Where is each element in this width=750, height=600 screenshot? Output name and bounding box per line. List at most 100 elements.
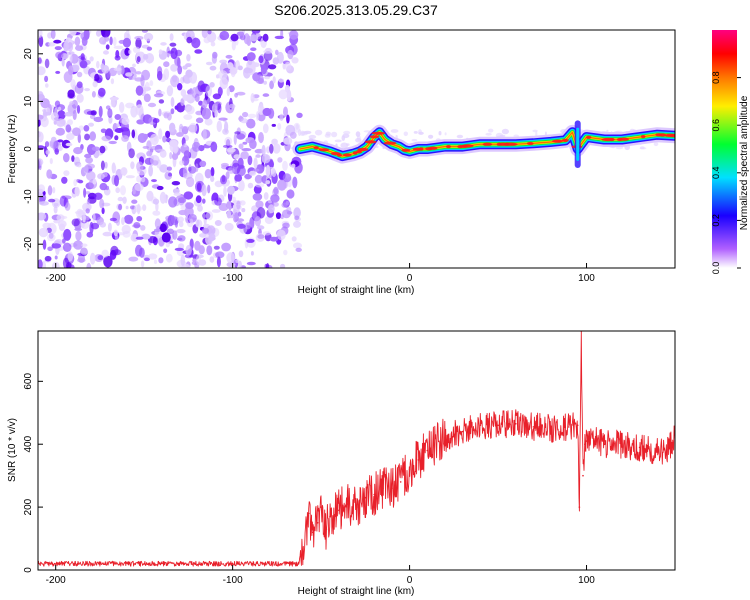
noise-blob	[148, 253, 158, 260]
noise-blob	[48, 42, 56, 47]
noise-blob	[171, 181, 181, 186]
noise-blob	[219, 30, 230, 41]
noise-blob	[237, 223, 246, 229]
ridge-hotspot	[313, 146, 319, 150]
noise-blob	[205, 61, 213, 66]
noise-blob	[89, 252, 96, 265]
noise-blob	[73, 179, 78, 187]
noise-blob	[51, 136, 57, 142]
noise-blob	[44, 58, 50, 69]
noise-blob	[159, 223, 167, 233]
noise-blob	[263, 80, 267, 85]
noise-blob	[233, 133, 237, 145]
noise-blob	[267, 204, 275, 214]
noise-blob	[113, 67, 122, 72]
noise-blob	[210, 167, 215, 177]
noise-blob	[284, 84, 290, 93]
colorbar-ticks: 0.0 0.2 0.4 0.6 0.8	[711, 71, 741, 274]
noise-blob	[80, 247, 88, 255]
noise-blob	[210, 141, 218, 153]
noise-blob	[55, 51, 64, 59]
noise-blob	[74, 227, 83, 231]
noise-blob	[265, 164, 271, 177]
noise-blob	[121, 217, 125, 226]
colorbar-label: Normalized spectral amplitude	[739, 95, 750, 230]
noise-blob	[158, 257, 164, 264]
noise-blob	[77, 258, 86, 263]
noise-blob	[261, 144, 266, 157]
noise-blob	[247, 113, 257, 118]
noise-blob	[287, 49, 294, 60]
noise-blob	[81, 243, 88, 247]
snr-point	[665, 452, 667, 455]
noise-blob	[149, 133, 159, 146]
noise-blob	[293, 207, 301, 219]
noise-blob	[174, 247, 184, 251]
halo-blob	[331, 131, 338, 138]
noise-blob	[110, 245, 119, 256]
noise-blob	[130, 161, 135, 170]
noise-blob	[194, 93, 200, 103]
noise-blob	[249, 139, 257, 150]
snr-plot-area	[38, 331, 675, 567]
noise-blob	[40, 98, 50, 109]
noise-blob	[185, 105, 195, 115]
noise-blob	[201, 30, 208, 39]
noise-blob	[252, 193, 263, 201]
noise-blob	[224, 136, 233, 146]
noise-blob	[38, 57, 42, 64]
noise-blob	[48, 232, 54, 239]
noise-blob	[166, 85, 174, 97]
noise-blob	[128, 256, 139, 262]
bottom-y-axis: 0 200 400 600	[23, 373, 43, 573]
noise-blob	[92, 178, 97, 185]
noise-blob	[125, 72, 133, 77]
noise-blob	[50, 30, 56, 40]
noise-blob	[255, 233, 265, 242]
noise-blob	[263, 49, 273, 54]
noise-blob	[71, 218, 80, 227]
noise-blob	[264, 215, 274, 225]
noise-blob	[77, 179, 84, 184]
noise-blob	[107, 222, 112, 232]
noise-blob	[135, 104, 144, 116]
noise-blob	[158, 108, 162, 117]
noise-blob	[45, 150, 50, 155]
noise-blob	[151, 179, 157, 183]
noise-blob	[230, 33, 239, 42]
noise-blob	[174, 105, 179, 110]
noise-blob	[141, 233, 151, 240]
noise-blob	[283, 249, 288, 256]
noise-blob	[202, 198, 206, 204]
noise-blob	[266, 263, 270, 268]
ridge-hotspot	[419, 147, 424, 151]
noise-blob	[42, 222, 52, 229]
noise-blob	[219, 59, 228, 64]
noise-blob	[237, 65, 243, 71]
snr-point	[461, 430, 464, 433]
colorbar-tick-label: 0.2	[711, 214, 721, 227]
halo-blob	[535, 131, 538, 137]
noise-blob	[162, 135, 167, 143]
noise-blob	[238, 250, 244, 258]
ridge-hotspot	[383, 141, 397, 145]
x-tick-label: -100	[223, 575, 243, 586]
x-tick-label: 100	[578, 273, 595, 284]
noise-blob	[99, 198, 105, 209]
noise-blob	[76, 71, 83, 78]
noise-blob	[238, 143, 244, 150]
ridge-hotspot	[503, 142, 518, 146]
noise-blob	[263, 192, 269, 200]
noise-blob	[182, 166, 188, 178]
noise-blob	[238, 164, 245, 169]
colorbar-tick-label: 0.0	[711, 262, 721, 275]
noise-blob	[234, 174, 243, 182]
noise-blob	[205, 211, 214, 221]
snr-point	[417, 459, 420, 461]
snr-point	[391, 487, 393, 490]
noise-blob	[159, 164, 169, 173]
noise-blob	[170, 47, 178, 60]
halo-blob	[456, 134, 464, 139]
noise-blob	[128, 148, 135, 159]
noise-blob	[226, 147, 236, 153]
